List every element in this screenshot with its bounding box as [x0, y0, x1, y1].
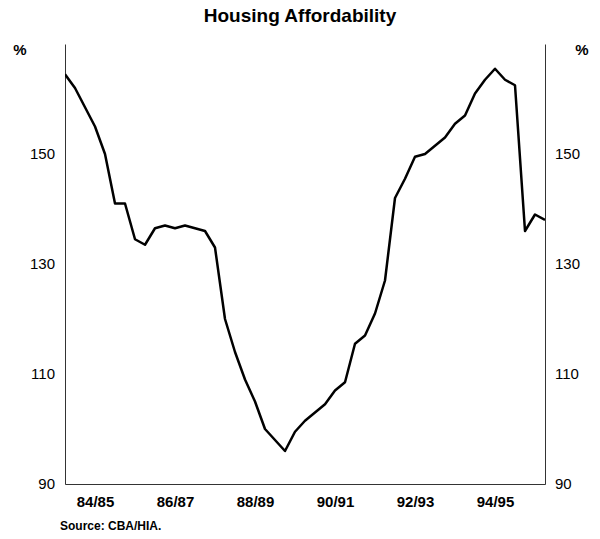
source-note: Source: CBA/HIA. — [60, 519, 161, 533]
x-tick: 84/85 — [77, 484, 115, 510]
x-tick: 92/93 — [397, 484, 435, 510]
x-axis-line — [66, 484, 546, 485]
x-tick-label: 84/85 — [77, 493, 115, 510]
y-tick-label: 110 — [31, 365, 55, 382]
y2-tick: 110 — [545, 365, 579, 382]
y-axis: 90 110 130 150 — [30, 45, 66, 493]
y2-axis-label: % — [575, 41, 588, 58]
x-axis: 84/85 86/87 88/89 90/91 92/93 94/95 — [66, 484, 546, 510]
y-tick: 150 — [30, 145, 65, 162]
x-tick: 90/91 — [317, 484, 355, 510]
y2-tick-label: 150 — [555, 145, 580, 162]
y2-tick: 150 — [545, 145, 580, 162]
y-tick-label: 90 — [38, 475, 55, 492]
y2-tick-label: 130 — [555, 255, 580, 272]
plot-area — [65, 69, 545, 451]
y2-tick: 130 — [545, 255, 580, 272]
y-tick: 90 — [38, 475, 65, 492]
chart-title: Housing Affordability — [204, 5, 397, 26]
y-tick-label: 130 — [30, 255, 55, 272]
x-tick-label: 92/93 — [397, 493, 435, 510]
x-tick: 94/95 — [477, 484, 515, 510]
x-tick-label: 94/95 — [477, 493, 515, 510]
x-tick: 86/87 — [157, 484, 195, 510]
x-tick-label: 90/91 — [317, 493, 355, 510]
x-tick-label: 86/87 — [157, 493, 195, 510]
y-axis-label: % — [13, 41, 26, 58]
x-tick: 88/89 — [237, 484, 275, 510]
y2-tick: 90 — [545, 475, 572, 492]
y2-axis: 90 110 130 150 — [545, 45, 580, 493]
y-tick: 130 — [30, 255, 65, 272]
y-tick: 110 — [31, 365, 65, 382]
y2-axis-line — [545, 45, 546, 485]
y-tick-label: 150 — [30, 145, 55, 162]
data-line — [65, 69, 545, 451]
y2-tick-label: 110 — [555, 365, 579, 382]
y-axis-line — [65, 45, 66, 485]
x-tick-label: 88/89 — [237, 493, 275, 510]
y2-tick-label: 90 — [555, 475, 572, 492]
